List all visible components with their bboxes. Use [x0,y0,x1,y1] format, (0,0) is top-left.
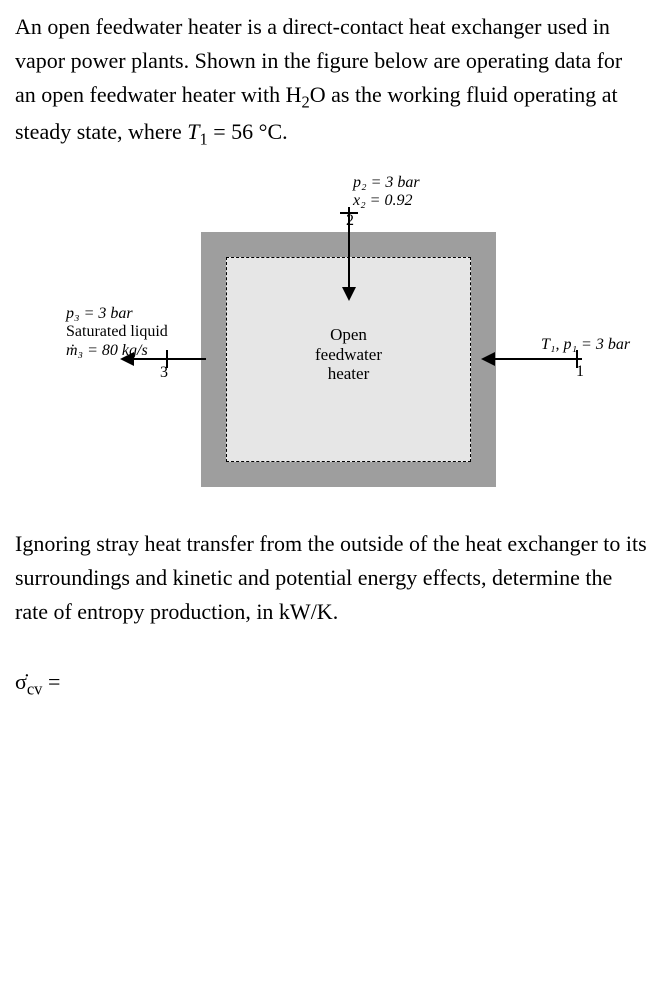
outlet3-label: p₃ = 3 bar Saturated liquid ṁ₃ = 80 kg/s… [66,305,168,360]
inner-l3: heater [328,364,370,383]
t1-var: T [187,119,199,144]
inlet1-arrow-line [492,358,582,360]
inlet1-label: T₁, p₁ = 3 bar 1 [541,336,630,354]
outlet3-state: Saturated liquid [66,323,168,341]
inlet1-text: T₁, p₁ = 3 bar [541,336,630,353]
inner-l2: feedwater [315,345,382,364]
outlet3-num: 3 [160,364,168,382]
inlet2-arrow-head [342,287,356,301]
bottom-text: Ignoring stray heat transfer from the ou… [15,531,647,624]
heater-label: Open feedwater heater [315,325,382,384]
t1-suffix: = 56 °C. [208,119,288,144]
inlet1-arrow-head [481,352,495,366]
answer-prompt: σ̇cv = [15,669,647,699]
outlet3-p: p₃ = 3 bar [66,305,133,322]
problem-paragraph-2: Ignoring stray heat transfer from the ou… [15,527,647,629]
sigma-symbol: σ̇ [15,669,27,694]
inner-l1: Open [330,325,367,344]
inlet2-num: 2 [346,212,354,230]
problem-paragraph-1: An open feedwater heater is a direct-con… [15,10,647,152]
inlet1-num: 1 [576,363,584,381]
t1-sub: 1 [200,130,208,149]
inlet2-x: x₂ = 0.92 [353,192,412,209]
inlet2-p: p₂ = 3 bar [353,174,420,191]
h2o-sub: 2 [301,93,309,112]
sigma-sub: cv [27,680,43,699]
outlet3-m: ṁ₃ = 80 kg/s [66,342,148,359]
inlet2-label: p₂ = 3 bar x₂ = 0.92 2 [353,174,420,211]
diagram: Open feedwater heater p₂ = 3 bar x₂ = 0.… [31,182,631,492]
equals: = [42,669,60,694]
